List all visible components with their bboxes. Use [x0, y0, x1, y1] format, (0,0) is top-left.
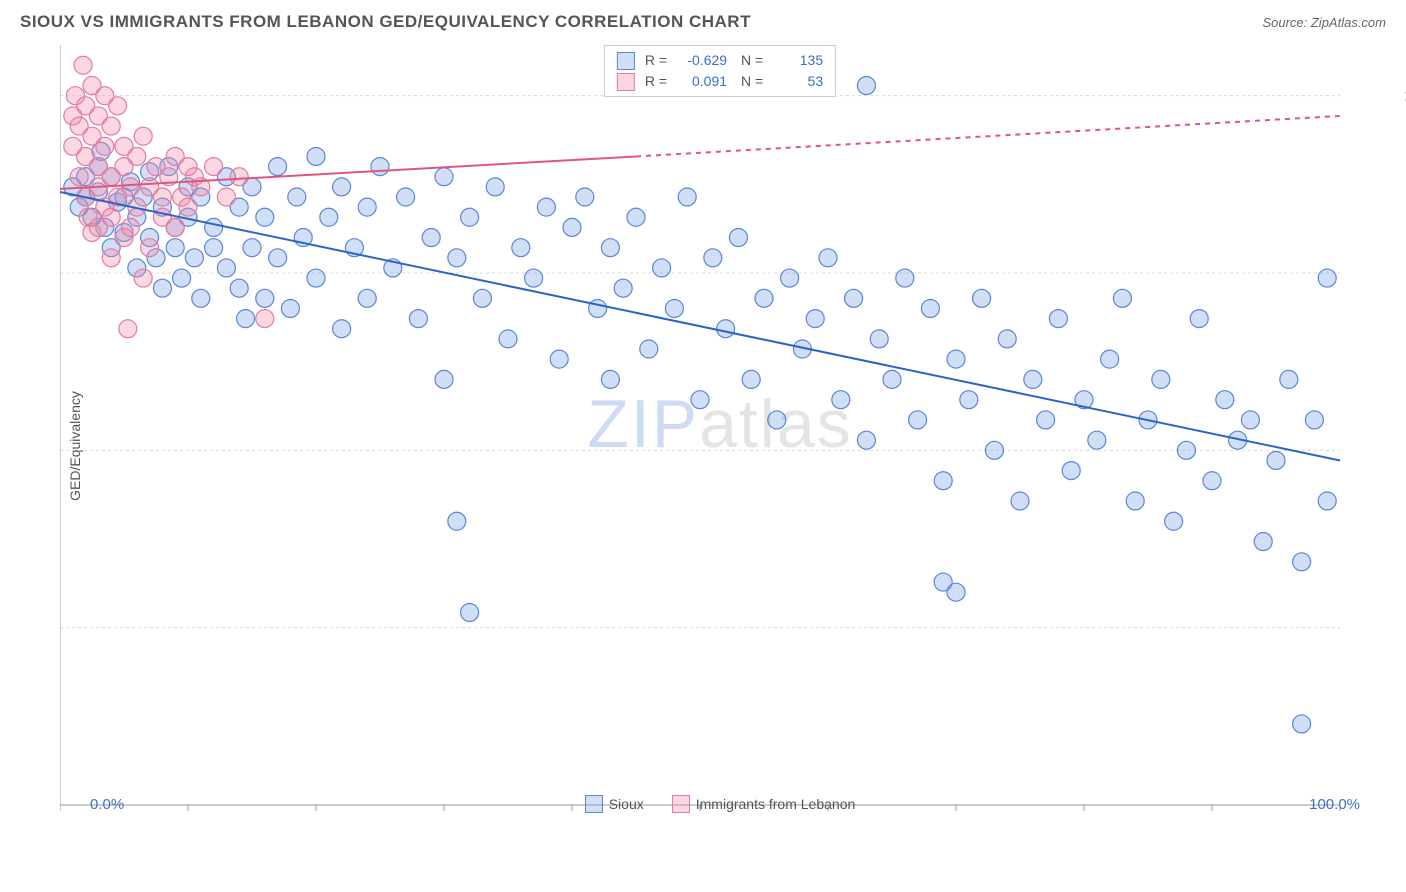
legend-label: Sioux [609, 796, 644, 812]
chart-source: Source: ZipAtlas.com [1262, 15, 1386, 30]
swatch-sioux-icon [617, 52, 635, 70]
chart-area: ZIPatlas R =-0.629 N =135 R =0.091 N =53… [60, 45, 1380, 835]
legend-item-lebanon: Immigrants from Lebanon [672, 795, 856, 813]
swatch-sioux-icon [585, 795, 603, 813]
series-legend: Sioux Immigrants from Lebanon [60, 795, 1380, 813]
scatter-plot-svg [60, 45, 1380, 835]
swatch-lebanon-icon [617, 73, 635, 91]
swatch-lebanon-icon [672, 795, 690, 813]
corr-row-lebanon: R =0.091 N =53 [617, 71, 823, 92]
corr-row-sioux: R =-0.629 N =135 [617, 50, 823, 71]
legend-item-sioux: Sioux [585, 795, 644, 813]
chart-title: SIOUX VS IMMIGRANTS FROM LEBANON GED/EQU… [20, 12, 751, 32]
correlation-legend-box: R =-0.629 N =135 R =0.091 N =53 [604, 45, 836, 97]
legend-label: Immigrants from Lebanon [696, 796, 856, 812]
